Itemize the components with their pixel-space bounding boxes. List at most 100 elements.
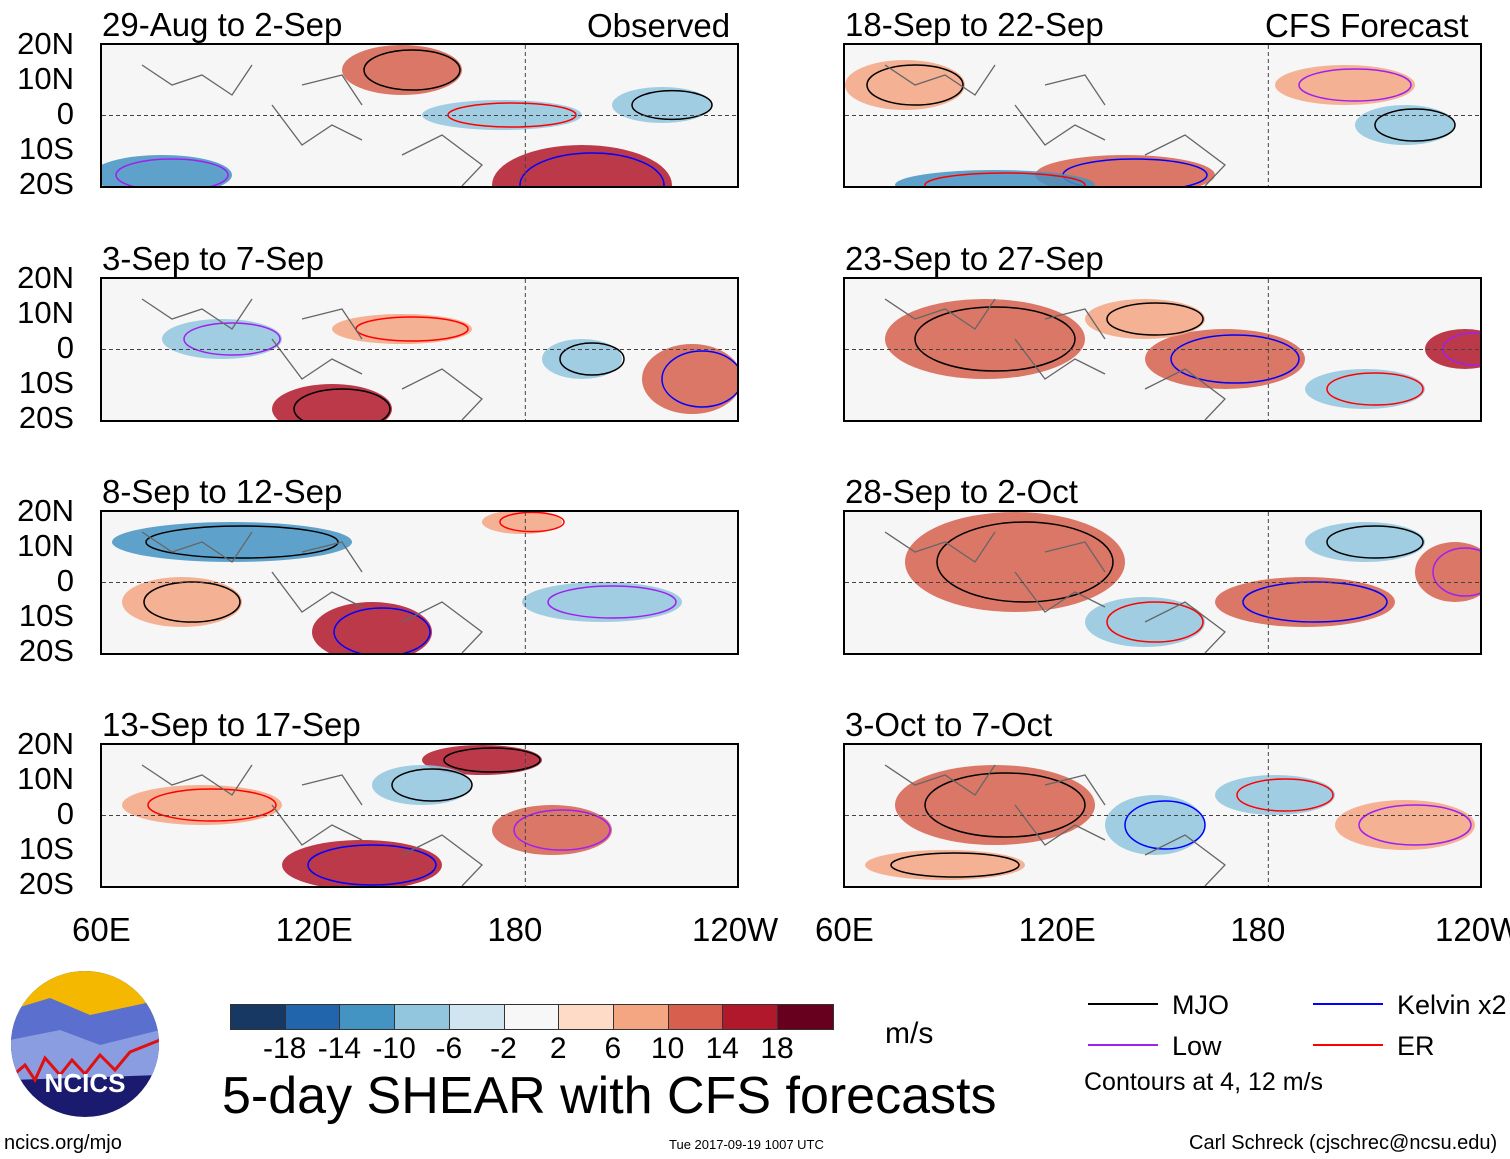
shear-anomaly-region (1305, 369, 1425, 409)
cfs-forecast-label: CFS Forecast (1265, 7, 1469, 44)
wave-contour (661, 350, 737, 408)
shear-anomaly-region (1425, 329, 1480, 369)
colorbar-label: 6 (604, 1032, 622, 1065)
colorbar-units: m/s (885, 1017, 934, 1050)
shear-anomaly-region (482, 512, 562, 534)
lat-label: 20N (17, 26, 74, 61)
map-panel (843, 43, 1482, 188)
footer-url[interactable]: ncics.org/mjo (4, 1132, 122, 1154)
lon-label: 120W (692, 911, 779, 948)
wave-contour (145, 525, 339, 559)
lon-label: 60E (815, 911, 874, 948)
colorbar-swatch (612, 1004, 670, 1030)
lat-label: 10N (17, 295, 74, 330)
colorbar-label: 10 (650, 1032, 685, 1065)
shear-anomaly-region (612, 87, 712, 123)
shear-anomaly-region (372, 765, 472, 805)
colorbar-label: -6 (435, 1032, 463, 1065)
map-panel (843, 277, 1482, 422)
wave-contour (547, 585, 677, 619)
wave-contour (391, 768, 473, 802)
shear-anomaly-region (1415, 542, 1480, 602)
wave-contour (147, 788, 277, 822)
colorbar-label: -18 (263, 1032, 307, 1065)
lat-label: 10S (18, 365, 74, 400)
map-panel (843, 743, 1482, 888)
wave-contour (115, 158, 229, 186)
wave-contour (866, 64, 964, 106)
shear-anomaly-region (422, 745, 542, 775)
lat-label: 20N (17, 493, 74, 528)
lat-label: 20S (18, 166, 74, 201)
coastline (884, 764, 1226, 886)
shear-anomaly-region (845, 60, 965, 110)
shear-anomaly-region (272, 384, 392, 420)
lon-label: 180 (1230, 911, 1286, 948)
lon-label: 120E (1018, 911, 1096, 948)
lon-label: 60E (72, 911, 131, 948)
lat-label: 20S (18, 633, 74, 668)
panel-title: 3-Oct to 7-Oct (845, 706, 1053, 743)
coastline (884, 64, 1226, 186)
shear-anomaly-region (162, 319, 282, 359)
wave-contour (890, 852, 1020, 878)
shear-anomaly-region (1275, 65, 1415, 105)
wave-contour (143, 581, 241, 623)
wave-contour (1358, 804, 1472, 846)
colorbar-swatch (667, 1004, 725, 1030)
wave-contour (363, 49, 461, 91)
shear-anomaly-region (122, 577, 242, 627)
wave-contour (631, 89, 713, 121)
legend-label: Kelvin x2 (1397, 990, 1507, 1020)
wave-contour (936, 521, 1114, 603)
panel-title: 29-Aug to 2-Sep (102, 6, 343, 43)
lat-label: 10S (18, 131, 74, 166)
colorbar-swatch (722, 1004, 779, 1030)
colorbar-label: 18 (760, 1032, 794, 1065)
panel-title: 23-Sep to 27-Sep (845, 240, 1104, 277)
lon-label: 120W (1435, 911, 1510, 948)
logo-text: NCICS (45, 1068, 126, 1098)
lat-label: 10S (18, 598, 74, 633)
shear-anomaly-region (342, 45, 462, 95)
lat-label: 10N (17, 761, 74, 796)
shear-anomaly-region (1215, 577, 1395, 627)
shear-anomaly-region (905, 512, 1125, 612)
panel-title: 18-Sep to 22-Sep (845, 6, 1104, 43)
wave-contour (559, 342, 625, 376)
shear-anomaly-region (1105, 795, 1205, 855)
wave-contour (519, 152, 665, 186)
colorbar-label: 14 (705, 1032, 739, 1065)
lat-label: 0 (56, 330, 74, 365)
figure-title: 5-day SHEAR with CFS forecasts (222, 1067, 997, 1125)
lat-label: 0 (56, 796, 74, 831)
colorbar-label: -2 (490, 1032, 517, 1065)
shear-anomaly-region (1145, 329, 1305, 389)
legend-line (1088, 1003, 1158, 1005)
wave-contour (333, 607, 431, 653)
lat-label: 10N (17, 528, 74, 563)
lat-label: 20N (17, 260, 74, 295)
wave-contour (1170, 334, 1300, 384)
coastline (884, 298, 1226, 420)
lat-label: 20S (18, 866, 74, 901)
lon-label: 180 (487, 911, 543, 948)
wave-contour (1374, 108, 1456, 142)
shear-anomaly-region (312, 602, 432, 653)
panel-title: 3-Sep to 7-Sep (102, 240, 324, 277)
colorbar-label: 2 (549, 1032, 567, 1065)
coastline (141, 298, 483, 420)
legend-label: ER (1397, 1031, 1435, 1061)
lat-label: 0 (56, 563, 74, 598)
colorbar-label: -10 (372, 1032, 416, 1065)
shear-anomaly-region (522, 582, 682, 622)
wave-contour (1432, 547, 1480, 597)
coastline (141, 64, 483, 186)
lat-label: 20S (18, 400, 74, 435)
wave-contour (513, 809, 611, 851)
legend-line (1313, 1044, 1383, 1046)
footer-author: Carl Schreck (cjschrec@ncsu.edu) (1189, 1132, 1498, 1154)
colorbar-swatch (394, 1004, 451, 1030)
lat-label: 10S (18, 831, 74, 866)
